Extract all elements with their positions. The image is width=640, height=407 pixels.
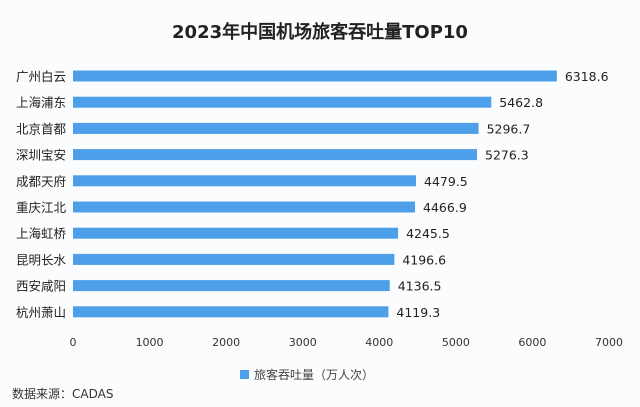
value-label: 4196.6 [402,252,446,267]
data-source: 数据来源：CADAS [12,387,114,401]
category-label: 上海浦东 [16,95,66,110]
category-label: 成都天府 [16,174,66,189]
category-label: 上海虹桥 [16,226,67,241]
x-tick-label: 3000 [289,336,317,349]
x-tick-label: 4000 [365,336,393,349]
value-label: 6318.6 [565,69,609,84]
x-tick-label: 5000 [442,336,470,349]
value-label: 5296.7 [487,121,531,136]
category-label: 西安咸阳 [16,279,66,294]
category-label: 重庆江北 [16,200,67,215]
x-tick-label: 2000 [212,336,240,349]
x-tick-label: 1000 [136,336,164,349]
category-label: 杭州萧山 [16,305,66,320]
legend: 旅客吞吐量（万人次） [240,366,374,383]
value-label: 4245.5 [406,226,450,241]
value-label: 4466.9 [423,200,467,215]
category-label: 广州白云 [16,69,66,84]
bar [73,201,416,213]
value-label: 5462.8 [499,95,543,110]
bar [73,253,395,265]
bar [73,280,390,292]
value-label: 4479.5 [424,174,468,189]
category-label: 昆明长水 [16,252,67,267]
category-label: 北京首都 [16,121,67,136]
bar [73,122,479,134]
bar [73,227,399,239]
x-tick-label: 6000 [518,336,546,349]
category-label: 深圳宝安 [16,148,66,163]
bar [73,149,478,161]
x-tick-label: 7000 [595,336,623,349]
value-label: 5276.3 [485,148,529,163]
x-tick-label: 0 [70,336,77,349]
legend-label: 旅客吞吐量（万人次） [254,368,375,382]
bar [73,175,417,187]
bar [73,96,492,108]
value-label: 4119.3 [396,305,440,320]
bar [73,70,557,82]
chart-title: 2023年中国机场旅客吞吐量TOP10 [172,22,468,43]
legend-swatch [240,370,249,379]
bar [73,306,389,318]
value-label: 4136.5 [398,279,442,294]
